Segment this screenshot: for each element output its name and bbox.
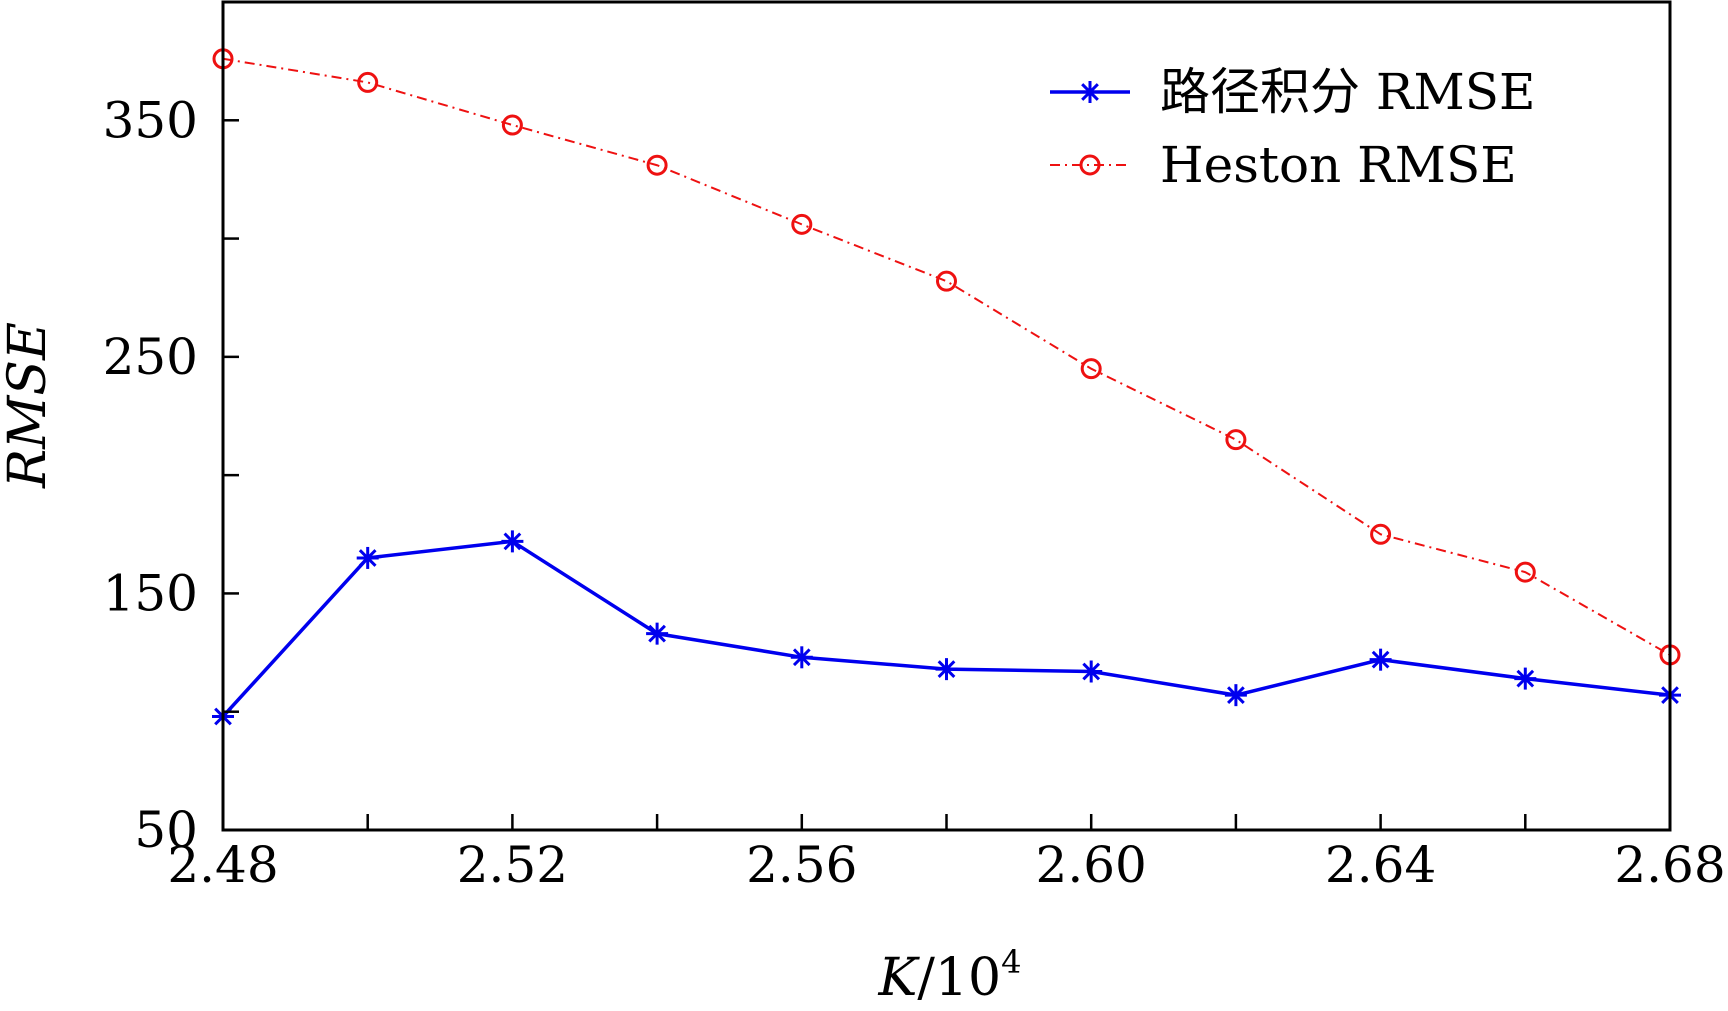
circle-marker: [501, 114, 523, 136]
circle-marker: [1079, 154, 1101, 176]
circle-marker: [791, 213, 813, 235]
series-line: [222, 57, 1671, 656]
x-axis-label-exponent: 4: [1001, 943, 1021, 981]
circle-marker: [1080, 358, 1102, 380]
legend-entry-2: Heston RMSE: [1050, 136, 1517, 194]
asterisk-marker: [935, 658, 958, 681]
x-tick-label: 2.64: [1325, 836, 1436, 894]
circle-marker: [1370, 523, 1392, 545]
plot-frame: [221, 0, 1672, 832]
x-tick-label: 2.68: [1614, 836, 1725, 894]
y-tick-label: 350: [103, 91, 198, 149]
legend-entry-1: 路径积分 RMSE: [1050, 63, 1536, 121]
x-tick-label: 2.60: [1036, 836, 1147, 894]
asterisk-marker: [790, 646, 813, 669]
asterisk-stroke: [503, 532, 522, 551]
asterisk-marker: [1224, 684, 1247, 707]
asterisk-stroke: [1082, 662, 1101, 681]
plot-marks: [212, 48, 1681, 728]
asterisk-marker: [1080, 660, 1103, 683]
asterisk-stroke: [937, 660, 956, 679]
x-axis-label: K/104: [878, 943, 1022, 1008]
asterisk-marker: [1079, 81, 1101, 103]
circle-marker: [357, 71, 379, 93]
circle-marker: [936, 270, 957, 292]
legend: 路径积分 RMSE Heston RMSE: [1050, 63, 1536, 194]
x-tick-label: 2.48: [167, 836, 278, 894]
asterisk-stroke: [1516, 669, 1535, 688]
asterisk-stroke: [1227, 686, 1245, 705]
x-axis-label-unit: /10: [917, 948, 1001, 1008]
asterisk-marker: [1369, 648, 1392, 671]
circle-marker: [1514, 561, 1536, 583]
asterisk-marker: [356, 546, 379, 569]
asterisk-stroke: [1081, 83, 1099, 101]
x-axis-label-variable: K: [878, 948, 921, 1008]
x-tick-label: 2.52: [457, 836, 568, 894]
series-1: [212, 530, 1681, 728]
x-tick-label: 2.56: [746, 836, 857, 894]
asterisk-marker: [646, 622, 669, 645]
legend-label: Heston RMSE: [1160, 136, 1517, 194]
axis-ticks: 2.48 2.52 2.56 2.60 2.64 2.68 50 150 250 350: [103, 0, 1726, 894]
asterisk-stroke: [1371, 650, 1390, 669]
y-tick-label: 50: [134, 801, 198, 859]
y-tick-label: 150: [103, 564, 198, 622]
legend-label: 路径积分 RMSE: [1160, 63, 1536, 121]
series-line: [221, 539, 1671, 718]
y-axis-label: RMSE: [0, 322, 58, 489]
circle-marker: [1225, 429, 1247, 451]
y-tick-label: 250: [103, 328, 198, 386]
circle-marker: [646, 154, 668, 176]
asterisk-stroke: [792, 648, 811, 667]
asterisk-stroke: [648, 624, 666, 643]
asterisk-stroke: [358, 549, 377, 567]
asterisk-marker: [1514, 667, 1537, 690]
asterisk-marker: [501, 530, 524, 553]
